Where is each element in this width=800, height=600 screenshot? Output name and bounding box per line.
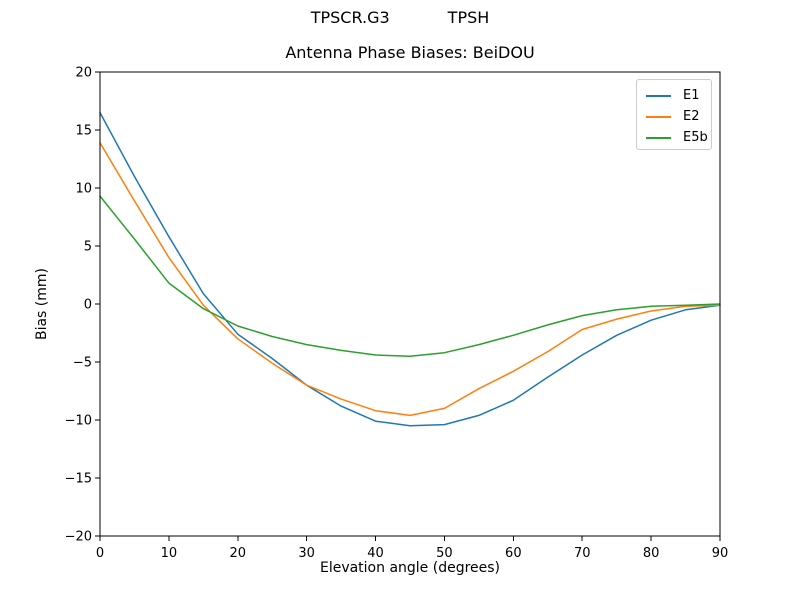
- y-tick-label: −15: [65, 472, 92, 487]
- y-tick-label: 0: [84, 298, 92, 313]
- legend-swatch-E2: [646, 115, 671, 118]
- x-tick-label: 50: [436, 546, 453, 561]
- series-line-E2: [99, 142, 721, 417]
- legend-item-E2: E2: [646, 106, 711, 127]
- chart-title: Antenna Phase Biases: BeiDOU: [285, 43, 535, 62]
- legend-label-E2: E2: [683, 109, 700, 124]
- legend-item-E5b: E5b: [646, 127, 711, 148]
- y-tick-label: 5: [84, 240, 92, 255]
- plot-dynamic-layer: 0 10 20 30 40 50 60 70 80 90 −20 −15 −10 −5 0 5 10 15 20: [65, 66, 729, 562]
- suptitle-right: TPSH: [447, 8, 490, 27]
- y-tick-label: −20: [65, 530, 92, 545]
- axes-frame: [99, 71, 721, 537]
- x-tick-label: 10: [161, 546, 178, 561]
- x-tick-label: 40: [367, 546, 384, 561]
- x-tick-label: 80: [643, 546, 660, 561]
- y-tick-label: 10: [75, 182, 92, 197]
- legend: E1 E2 E5b: [636, 79, 712, 150]
- x-tick-label: 90: [712, 546, 729, 561]
- suptitle-left: TPSCR.G3: [310, 8, 390, 27]
- legend-item-E1: E1: [646, 85, 711, 106]
- legend-label-E1: E1: [683, 88, 700, 103]
- y-axis-label: Bias (mm): [34, 268, 50, 340]
- series-line-E5b: [99, 195, 721, 357]
- y-tick-label: 15: [75, 124, 92, 139]
- x-tick-label: 30: [298, 546, 315, 561]
- x-tick-label: 70: [574, 546, 591, 561]
- legend-swatch-E5b: [646, 136, 671, 139]
- suptitle: TPSCR.G3 TPSH: [311, 9, 490, 27]
- y-tick-label: −5: [73, 356, 92, 371]
- x-axis-label: Elevation angle (degrees): [320, 560, 500, 576]
- y-tick-label: −10: [65, 414, 92, 429]
- x-tick-label: 20: [230, 546, 247, 561]
- legend-label-E5b: E5b: [683, 130, 708, 145]
- series-line-E1: [99, 111, 721, 427]
- legend-swatch-E1: [646, 94, 671, 97]
- x-tick-label: 0: [96, 546, 104, 561]
- x-tick-label: 60: [505, 546, 522, 561]
- y-tick-label: 20: [75, 66, 92, 81]
